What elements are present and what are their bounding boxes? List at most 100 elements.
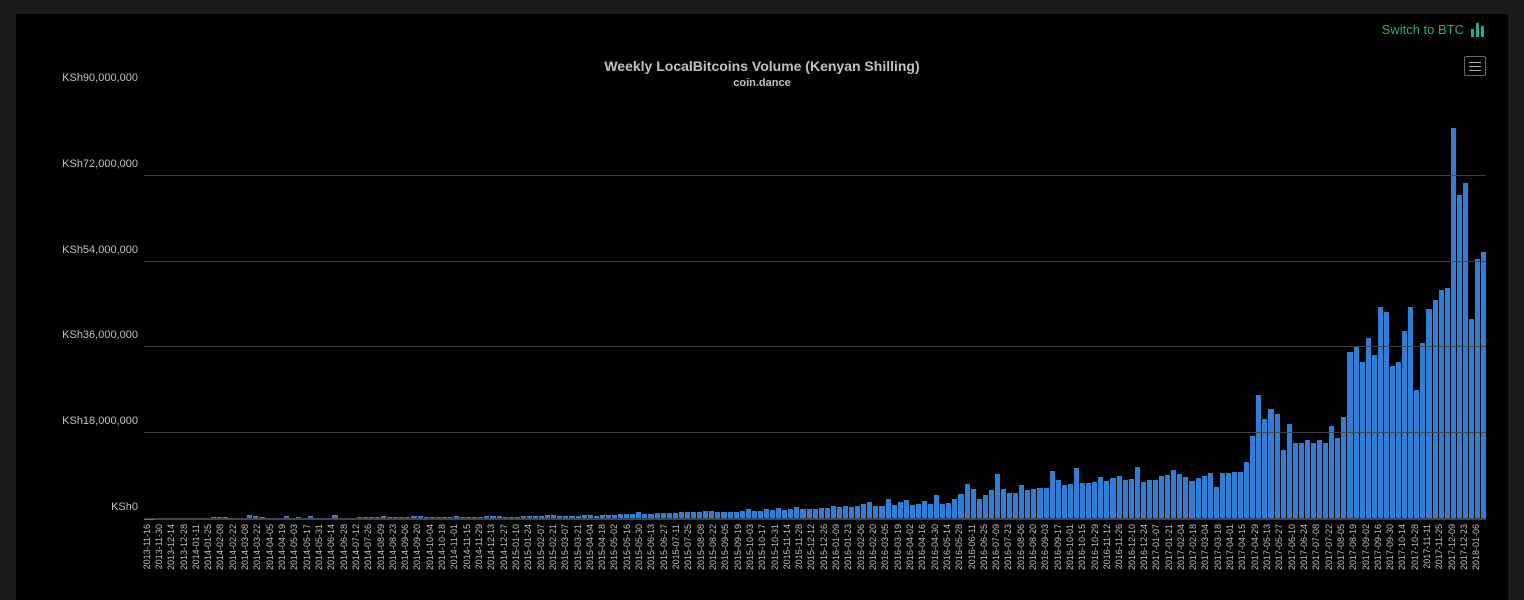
chart-bar[interactable] (958, 494, 963, 519)
chart-bar[interactable] (1317, 440, 1322, 519)
chart-bar[interactable] (1159, 476, 1164, 519)
chart-bar[interactable] (922, 501, 927, 519)
chart-bar[interactable] (1208, 473, 1213, 519)
chart-bar[interactable] (1092, 482, 1097, 519)
chart-bar[interactable] (928, 504, 933, 519)
chart-bar[interactable] (1189, 481, 1194, 519)
chart-bar[interactable] (1104, 481, 1109, 519)
chart-bar[interactable] (1202, 476, 1207, 519)
chart-bar[interactable] (1074, 468, 1079, 519)
chart-bar[interactable] (1123, 480, 1128, 519)
chart-bar[interactable] (1214, 487, 1219, 519)
chart-bar[interactable] (867, 502, 872, 519)
chart-bar[interactable] (977, 499, 982, 519)
chart-bar[interactable] (1347, 352, 1352, 519)
chart-bar[interactable] (916, 504, 921, 519)
chart-bar[interactable] (946, 503, 951, 519)
chart-bar[interactable] (1408, 307, 1413, 519)
chart-bar[interactable] (1366, 338, 1371, 519)
chart-bar[interactable] (1013, 493, 1018, 519)
chart-bar[interactable] (1329, 426, 1334, 519)
chart-bar[interactable] (1238, 472, 1243, 519)
chart-bar[interactable] (1098, 477, 1103, 519)
chart-bar[interactable] (1050, 471, 1055, 519)
chart-bar[interactable] (1068, 484, 1073, 519)
chart-bar[interactable] (1019, 485, 1024, 519)
chart-bar[interactable] (1433, 300, 1438, 519)
chart-bar[interactable] (1183, 477, 1188, 519)
chart-bar[interactable] (1463, 183, 1468, 519)
chart-bar[interactable] (1439, 290, 1444, 519)
chart-bar[interactable] (1287, 424, 1292, 519)
chart-bar[interactable] (910, 505, 915, 519)
chart-bar[interactable] (1226, 473, 1231, 519)
chart-bar[interactable] (1056, 480, 1061, 519)
chart-bar[interactable] (1281, 450, 1286, 519)
chart-bar[interactable] (1305, 440, 1310, 519)
chart-bar[interactable] (1141, 482, 1146, 519)
chart-bar[interactable] (989, 490, 994, 519)
chart-bar[interactable] (1037, 488, 1042, 519)
chart-bar[interactable] (1354, 347, 1359, 519)
chart-bar[interactable] (1402, 331, 1407, 519)
chart-bar[interactable] (855, 506, 860, 519)
chart-bar[interactable] (1196, 478, 1201, 519)
chart-bar[interactable] (983, 495, 988, 519)
chart-bar[interactable] (1360, 362, 1365, 519)
chart-bar[interactable] (1396, 362, 1401, 519)
chart-bar[interactable] (1390, 366, 1395, 519)
chart-bar[interactable] (1262, 419, 1267, 519)
chart-bar[interactable] (1414, 390, 1419, 519)
chart-bar[interactable] (1220, 473, 1225, 519)
chart-bar[interactable] (1153, 480, 1158, 519)
chart-bar[interactable] (1135, 467, 1140, 519)
chart-bar[interactable] (934, 495, 939, 519)
chart-bar[interactable] (1147, 480, 1152, 519)
chart-bar[interactable] (1384, 312, 1389, 519)
chart-bar[interactable] (1244, 462, 1249, 519)
chart-bar[interactable] (1457, 195, 1462, 519)
chart-bar[interactable] (952, 499, 957, 519)
chart-bar[interactable] (1275, 414, 1280, 519)
chart-bar[interactable] (1001, 489, 1006, 520)
chart-bar[interactable] (1007, 493, 1012, 519)
chart-bar[interactable] (1062, 485, 1067, 519)
chart-bar[interactable] (1451, 128, 1456, 519)
chart-bar[interactable] (1426, 309, 1431, 519)
chart-bar[interactable] (1268, 409, 1273, 519)
chart-bar[interactable] (1117, 476, 1122, 519)
chart-bar[interactable] (1025, 490, 1030, 519)
chart-bar[interactable] (892, 505, 897, 519)
chart-bar[interactable] (1129, 479, 1134, 519)
chart-bar[interactable] (1445, 288, 1450, 519)
chart-bar[interactable] (843, 506, 848, 519)
chart-bar[interactable] (1171, 470, 1176, 519)
chart-bar[interactable] (861, 504, 866, 519)
chart-bar[interactable] (1469, 319, 1474, 519)
chart-bar[interactable] (898, 502, 903, 519)
chart-bar[interactable] (1335, 438, 1340, 519)
chart-bar[interactable] (995, 474, 1000, 519)
chart-bar[interactable] (1378, 307, 1383, 519)
chart-bar[interactable] (1110, 478, 1115, 519)
chart-bar[interactable] (1086, 483, 1091, 519)
chart-bar[interactable] (886, 499, 891, 519)
chart-bar[interactable] (1311, 443, 1316, 519)
chart-bar[interactable] (1044, 488, 1049, 519)
chart-bar[interactable] (1481, 252, 1486, 519)
chart-bar[interactable] (1177, 474, 1182, 519)
chart-bar[interactable] (904, 500, 909, 519)
chart-bar[interactable] (1080, 483, 1085, 519)
chart-bar[interactable] (1031, 489, 1036, 520)
switch-currency-link[interactable]: Switch to BTC (1382, 22, 1486, 37)
chart-bar[interactable] (1250, 436, 1255, 519)
chart-bar[interactable] (1165, 475, 1170, 519)
chart-bar[interactable] (1475, 259, 1480, 519)
chart-bar[interactable] (1323, 443, 1328, 519)
chart-bar[interactable] (1293, 443, 1298, 519)
chart-bar[interactable] (1372, 355, 1377, 519)
chart-bar[interactable] (965, 484, 970, 519)
chart-bar[interactable] (971, 489, 976, 519)
chart-bar[interactable] (1420, 343, 1425, 519)
chart-bar[interactable] (940, 504, 945, 519)
